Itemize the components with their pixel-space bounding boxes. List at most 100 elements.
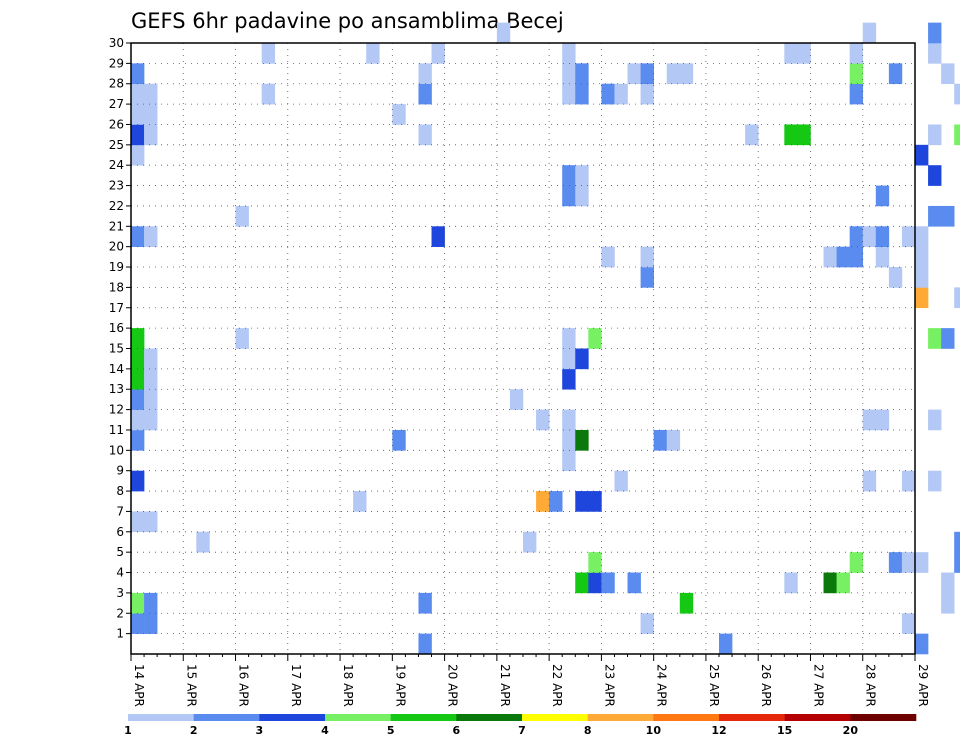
heatmap-cell — [144, 226, 158, 247]
heatmap-cell — [418, 83, 432, 105]
y-tick-label: 11 — [109, 423, 124, 437]
heatmap-cell — [849, 83, 864, 105]
heatmap-cell — [588, 491, 602, 512]
heatmap-cell — [915, 246, 929, 268]
legend-swatch — [128, 714, 194, 721]
heatmap-cell — [640, 613, 654, 634]
heatmap-cell — [666, 63, 681, 85]
x-tick-label: 23 APR — [602, 664, 616, 707]
heatmap-cell — [144, 613, 158, 634]
heatmap-cell — [653, 429, 668, 451]
heatmap-cell — [235, 328, 249, 349]
y-tick-label: 9 — [116, 464, 124, 478]
x-tick-label: 16 APR — [237, 664, 251, 707]
x-tick-label: 15 APR — [184, 664, 198, 707]
heatmap-cell — [915, 552, 929, 573]
heatmap-cell — [901, 552, 916, 573]
heatmap-cell — [849, 43, 864, 64]
heatmap-cell — [941, 592, 955, 614]
legend-swatch — [456, 714, 523, 721]
legend-swatch — [325, 714, 391, 721]
x-tick-label: 20 APR — [446, 664, 460, 707]
heatmap-cell — [862, 470, 877, 492]
y-tick-label: 2 — [116, 606, 124, 620]
y-tick-label: 22 — [109, 199, 124, 213]
heatmap-cell — [562, 328, 576, 349]
y-tick-label: 20 — [109, 240, 124, 254]
legend-label: 12 — [711, 724, 726, 737]
heatmap-cell — [836, 572, 850, 594]
heatmap-cell — [849, 552, 864, 573]
heatmap-cell — [366, 43, 380, 64]
cells-layer — [131, 22, 960, 655]
heatmap-cell — [418, 63, 432, 85]
legend-label: 20 — [843, 724, 859, 737]
heatmap-cell — [392, 104, 406, 125]
y-tick-label: 15 — [109, 342, 124, 356]
y-tick-label: 21 — [109, 219, 124, 233]
heatmap-cell — [144, 389, 158, 410]
x-tick-label: 28 APR — [864, 664, 878, 707]
heatmap-cell — [562, 348, 576, 370]
heatmap-cell — [901, 613, 916, 634]
y-tick-label: 4 — [116, 566, 124, 580]
heatmap-cell — [954, 124, 960, 146]
legend-label: 2 — [190, 724, 198, 737]
heatmap-cell — [640, 246, 654, 268]
x-tick-label: 26 APR — [759, 664, 773, 707]
heatmap-cell — [261, 83, 276, 105]
heatmap-cell — [954, 552, 960, 573]
heatmap-cell — [144, 368, 158, 390]
heatmap-cell — [392, 429, 406, 451]
heatmap-cell — [144, 124, 158, 146]
y-tick-label: 26 — [109, 117, 124, 131]
heatmap-cell — [941, 63, 955, 85]
heatmap-cell — [888, 63, 903, 85]
legend-swatch — [653, 714, 720, 721]
x-axis: 14 APR 15 APR 16 APR 17 APR 18 APR 19 APR 20 A… — [130, 654, 930, 707]
y-tick-label: 10 — [109, 443, 124, 457]
heatmap-cell — [915, 226, 929, 247]
legend-swatch — [587, 714, 654, 721]
heatmap-cell — [915, 267, 929, 288]
heatmap-cell — [131, 83, 145, 105]
y-tick-label: 27 — [109, 97, 124, 111]
heatmap-cell — [836, 246, 850, 268]
heatmap-cell — [131, 592, 145, 614]
heatmap-cell — [823, 246, 837, 268]
legend-label: 8 — [584, 724, 592, 737]
heatmap-cell — [928, 165, 942, 186]
heatmap-cell — [849, 226, 864, 247]
heatmap-cell — [954, 531, 960, 553]
chart-title: GEFS 6hr padavine po ansamblima Becej — [131, 9, 564, 33]
heatmap-cell — [915, 287, 929, 309]
heatmap-cell — [941, 572, 955, 594]
y-tick-label: 8 — [116, 484, 124, 498]
heatmap-cell — [536, 409, 550, 431]
y-tick-label: 30 — [109, 36, 124, 50]
heatmap-cell — [235, 205, 249, 227]
y-tick-label: 19 — [109, 260, 124, 274]
heatmap-cell — [928, 124, 942, 146]
heatmap-cell — [954, 287, 960, 309]
heatmap-cell — [901, 470, 916, 492]
heatmap-cell — [601, 246, 615, 268]
heatmap-cell — [144, 348, 158, 370]
heatmap-cell — [131, 613, 145, 634]
heatmap-cell — [928, 22, 942, 44]
heatmap-cell — [862, 226, 877, 247]
heatmap-cell — [588, 552, 602, 573]
legend-swatch — [193, 714, 260, 721]
heatmap-cell — [131, 226, 145, 247]
heatmap-cell — [915, 633, 929, 655]
heatmap-cell — [875, 409, 890, 431]
x-tick-label: 18 APR — [341, 664, 355, 707]
heatmap-cell — [131, 348, 145, 370]
heatmap-cell — [131, 144, 145, 166]
heatmap-cell — [131, 104, 145, 125]
heatmap-cell — [627, 572, 641, 594]
x-tick-label: 21 APR — [498, 664, 512, 707]
x-tick-label: 17 APR — [289, 664, 303, 707]
x-tick-label: 22 APR — [550, 664, 564, 707]
heatmap-cell — [562, 185, 576, 207]
